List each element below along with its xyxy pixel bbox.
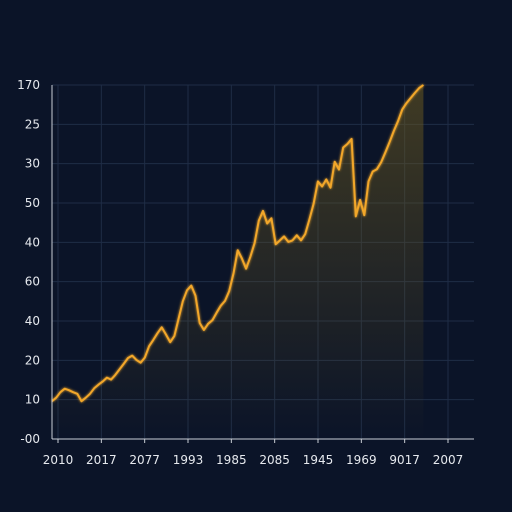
y-tick-label: 30 — [25, 157, 40, 171]
x-tick-label: 2077 — [129, 453, 160, 467]
y-tick-label: 40 — [25, 235, 40, 249]
x-tick-label: 9017 — [389, 453, 420, 467]
y-tick-label: 170 — [17, 78, 40, 92]
y-tick-label: 20 — [25, 353, 40, 367]
x-tick-label: 1993 — [173, 453, 204, 467]
y-tick-label: 50 — [25, 196, 40, 210]
y-tick-label: 40 — [25, 314, 40, 328]
y-tick-label: 10 — [25, 393, 40, 407]
x-tick-label: 2010 — [43, 453, 74, 467]
x-tick-label: 2007 — [433, 453, 464, 467]
x-tick-label: 2085 — [259, 453, 290, 467]
y-tick-label: 60 — [25, 275, 40, 289]
series-area-fill — [52, 85, 424, 439]
y-tick-label: 25 — [25, 117, 40, 131]
x-tick-label: 1985 — [216, 453, 247, 467]
series-line — [51, 84, 424, 403]
y-tick-label: -00 — [20, 432, 40, 446]
x-tick-label: 1969 — [346, 453, 377, 467]
x-tick-label: 2017 — [86, 453, 117, 467]
y-axis-ticks: -00 10 20 40 60 40 50 30 25 170 — [17, 78, 40, 446]
x-axis-ticks: 2010 2017 2077 1993 1985 2085 1945 1969 9017 2007 — [43, 439, 464, 467]
x-tick-label: 1945 — [303, 453, 334, 467]
